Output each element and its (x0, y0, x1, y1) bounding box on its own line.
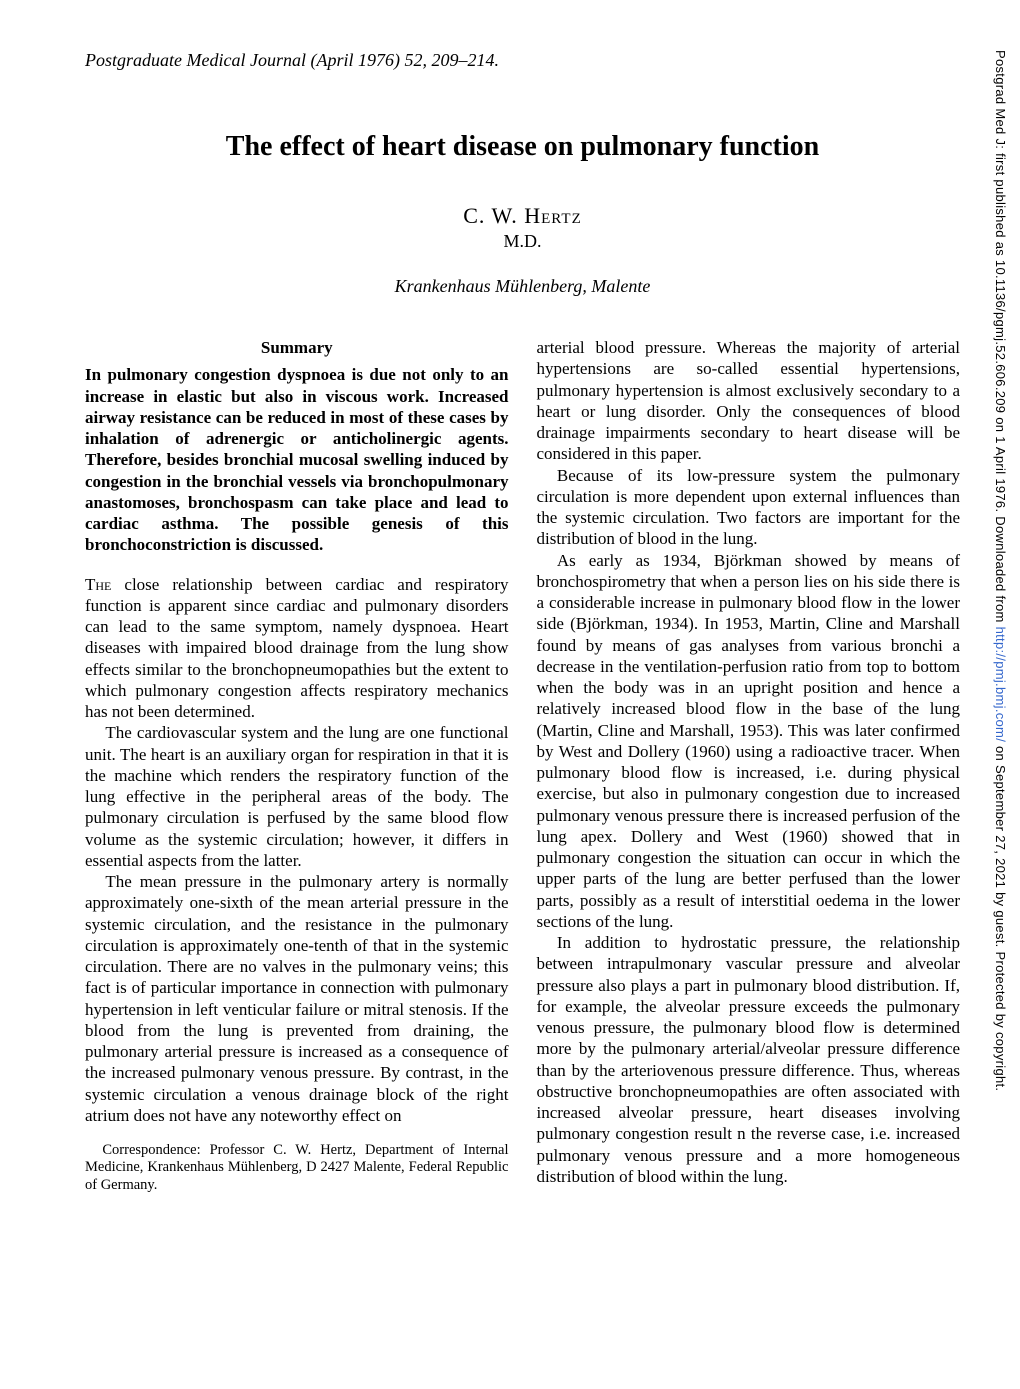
summary-body: In pulmonary congestion dyspnoea is due … (85, 364, 509, 555)
paragraph-7: In addition to hydrostatic pressure, the… (537, 932, 961, 1187)
paragraph-4: arterial blood pressure. Whereas the maj… (537, 337, 961, 465)
summary-heading: Summary (85, 337, 509, 358)
sidebar-link[interactable]: http://pmj.bmj.com/ (993, 627, 1008, 743)
paragraph-5: Because of its low-pressure system the p… (537, 465, 961, 550)
correspondence: Correspondence: Professor C. W. Hertz, D… (85, 1142, 509, 1194)
author-name: C. W. Hertz (85, 203, 960, 229)
article-title: The effect of heart disease on pulmonary… (85, 131, 960, 163)
paragraph-6: As early as 1934, Björkman showed by mea… (537, 550, 961, 933)
copyright-sidebar: Postgrad Med J: first published as 10.11… (993, 50, 1008, 1091)
sidebar-suffix: on September 27, 2021 by guest. Protecte… (993, 742, 1008, 1091)
paragraph-2: The cardiovascular system and the lung a… (85, 722, 509, 871)
running-head: Postgraduate Medical Journal (April 1976… (85, 50, 960, 71)
sidebar-prefix: Postgrad Med J: first published as 10.11… (993, 50, 1008, 627)
paragraph-3: The mean pressure in the pulmonary arter… (85, 871, 509, 1126)
article-body: Summary In pulmonary congestion dyspnoea… (85, 337, 960, 1194)
author-affiliation: Krankenhaus Mühlenberg, Malente (85, 276, 960, 297)
paragraph-1-rest: close relationship between cardiac and r… (85, 575, 509, 722)
author-degree: M.D. (85, 231, 960, 252)
paragraph-1: The close relationship between cardiac a… (85, 574, 509, 723)
dropcap: The (85, 575, 111, 594)
